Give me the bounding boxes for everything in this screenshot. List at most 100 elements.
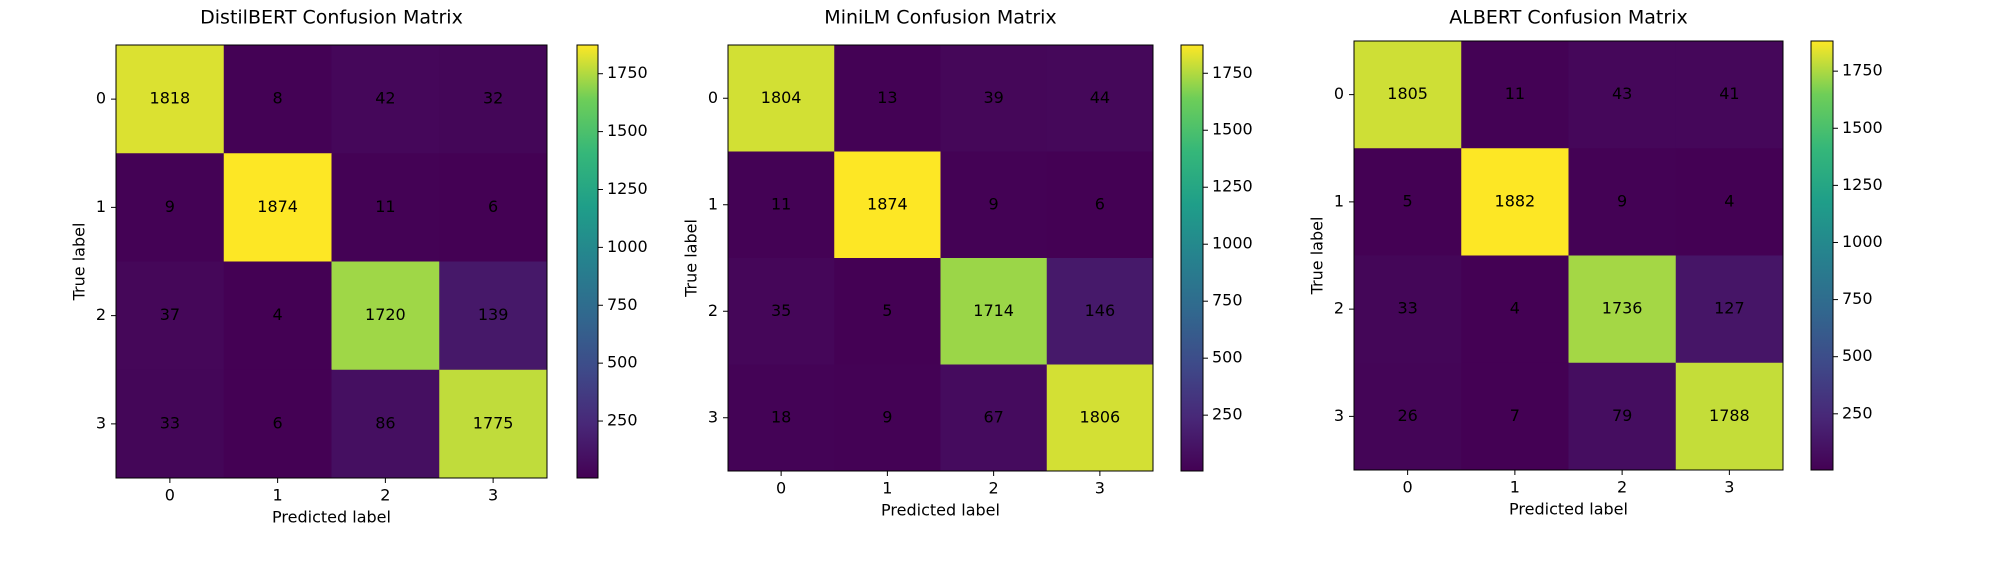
- colorbar-tick-label: 1000: [1212, 234, 1253, 253]
- cell: [728, 364, 835, 472]
- cell: [1675, 41, 1784, 149]
- cell-label: 1882: [1495, 191, 1536, 210]
- x-tick-label: 1: [882, 479, 892, 498]
- cell-label: 67: [983, 407, 1003, 426]
- colorbar-tick-label: 250: [607, 411, 638, 430]
- cell-label: 1714: [973, 301, 1014, 320]
- cell-label: 9: [1617, 191, 1627, 210]
- cell-label: 35: [771, 301, 791, 320]
- cell: [1568, 41, 1677, 149]
- y-axis-label: True label: [1308, 217, 1327, 296]
- x-tick-label: 1: [273, 486, 283, 505]
- x-tick-label: 2: [1617, 478, 1627, 497]
- cell: [116, 45, 225, 154]
- cell: [1046, 45, 1154, 152]
- cell: [116, 369, 225, 479]
- cell-label: 127: [1714, 299, 1745, 318]
- cell-label: 1806: [1080, 407, 1121, 426]
- cell-label: 1874: [867, 194, 908, 213]
- colorbar-tick-label: 750: [1842, 289, 1873, 308]
- x-axis-label: Predicted label: [881, 501, 1000, 520]
- cell: [223, 369, 332, 479]
- y-tick-label: 3: [1334, 406, 1344, 425]
- x-tick-label: 0: [1403, 478, 1413, 497]
- cell: [940, 45, 1048, 152]
- colorbar-tick-label: 250: [1842, 403, 1873, 422]
- colorbar-tick-label: 500: [1212, 348, 1243, 367]
- x-tick-label: 3: [488, 486, 498, 505]
- x-tick-label: 0: [165, 486, 175, 505]
- cell-label: 33: [160, 413, 180, 432]
- cell: [1046, 151, 1154, 259]
- cell: [1354, 362, 1462, 471]
- x-axis-label: Predicted label: [1509, 500, 1628, 519]
- cell-label: 39: [983, 88, 1003, 107]
- cell-label: 79: [1612, 406, 1632, 425]
- cell: [728, 151, 835, 259]
- cell-label: 8: [273, 89, 283, 108]
- cell-label: 1804: [761, 88, 802, 107]
- cell-label: 6: [1095, 194, 1105, 213]
- cell: [439, 261, 548, 371]
- cell: [1461, 362, 1569, 471]
- colorbar-tick-label: 250: [1212, 405, 1243, 424]
- colorbar-tick-label: 1500: [607, 121, 648, 140]
- cell-label: 5: [1403, 191, 1413, 210]
- y-tick-label: 2: [96, 305, 106, 324]
- cell-label: 6: [488, 197, 498, 216]
- cell: [116, 261, 225, 371]
- cell: [439, 369, 548, 479]
- chart-title: DistilBERT Confusion Matrix: [200, 7, 463, 29]
- cell: [223, 261, 332, 371]
- cell-label: 32: [483, 89, 503, 108]
- colorbar-tick-label: 1500: [1212, 120, 1253, 139]
- colorbar-tick-label: 1750: [1842, 61, 1883, 80]
- cell-label: 11: [771, 194, 791, 213]
- cell: [331, 261, 440, 371]
- cell: [1675, 148, 1784, 256]
- chart-title: ALBERT Confusion Matrix: [1449, 7, 1687, 29]
- cell: [439, 153, 548, 262]
- cell-label: 33: [1397, 299, 1417, 318]
- cell: [1675, 255, 1784, 364]
- y-tick-label: 2: [1334, 299, 1344, 318]
- y-tick-label: 1: [708, 194, 718, 213]
- plot-frame: [727, 44, 1154, 472]
- x-tick-label: 2: [989, 479, 999, 498]
- cell-label: 11: [375, 197, 395, 216]
- cell: [1568, 148, 1677, 256]
- cell: [223, 153, 332, 262]
- cell-label: 146: [1085, 301, 1116, 320]
- x-tick-label: 0: [776, 479, 786, 498]
- cell: [1354, 148, 1462, 256]
- cell: [834, 258, 941, 365]
- cell-label: 26: [1397, 406, 1417, 425]
- cell-label: 37: [160, 305, 180, 324]
- cell-label: 1818: [150, 89, 191, 108]
- cell: [331, 45, 440, 154]
- cell: [940, 258, 1048, 365]
- y-tick-label: 0: [1334, 84, 1344, 103]
- plot-frame: [115, 44, 548, 479]
- y-tick-label: 1: [1334, 191, 1344, 210]
- cell: [1461, 255, 1569, 364]
- cell: [834, 45, 941, 152]
- cell: [1046, 258, 1154, 365]
- cell-label: 44: [1090, 88, 1110, 107]
- cell-label: 9: [989, 194, 999, 213]
- cell-label: 4: [273, 305, 283, 324]
- cell-label: 42: [375, 89, 395, 108]
- y-tick-label: 3: [96, 413, 106, 432]
- cell-label: 5: [882, 301, 892, 320]
- x-tick-label: 3: [1095, 479, 1105, 498]
- cell-label: 1736: [1602, 299, 1643, 318]
- y-axis-label: True label: [70, 223, 89, 302]
- cell-label: 139: [478, 305, 509, 324]
- colorbar-tick-label: 1250: [607, 179, 648, 198]
- cell: [940, 364, 1048, 472]
- cell-label: 86: [375, 413, 395, 432]
- cell: [1046, 364, 1154, 472]
- cell-label: 4: [1510, 299, 1520, 318]
- x-tick-label: 2: [380, 486, 390, 505]
